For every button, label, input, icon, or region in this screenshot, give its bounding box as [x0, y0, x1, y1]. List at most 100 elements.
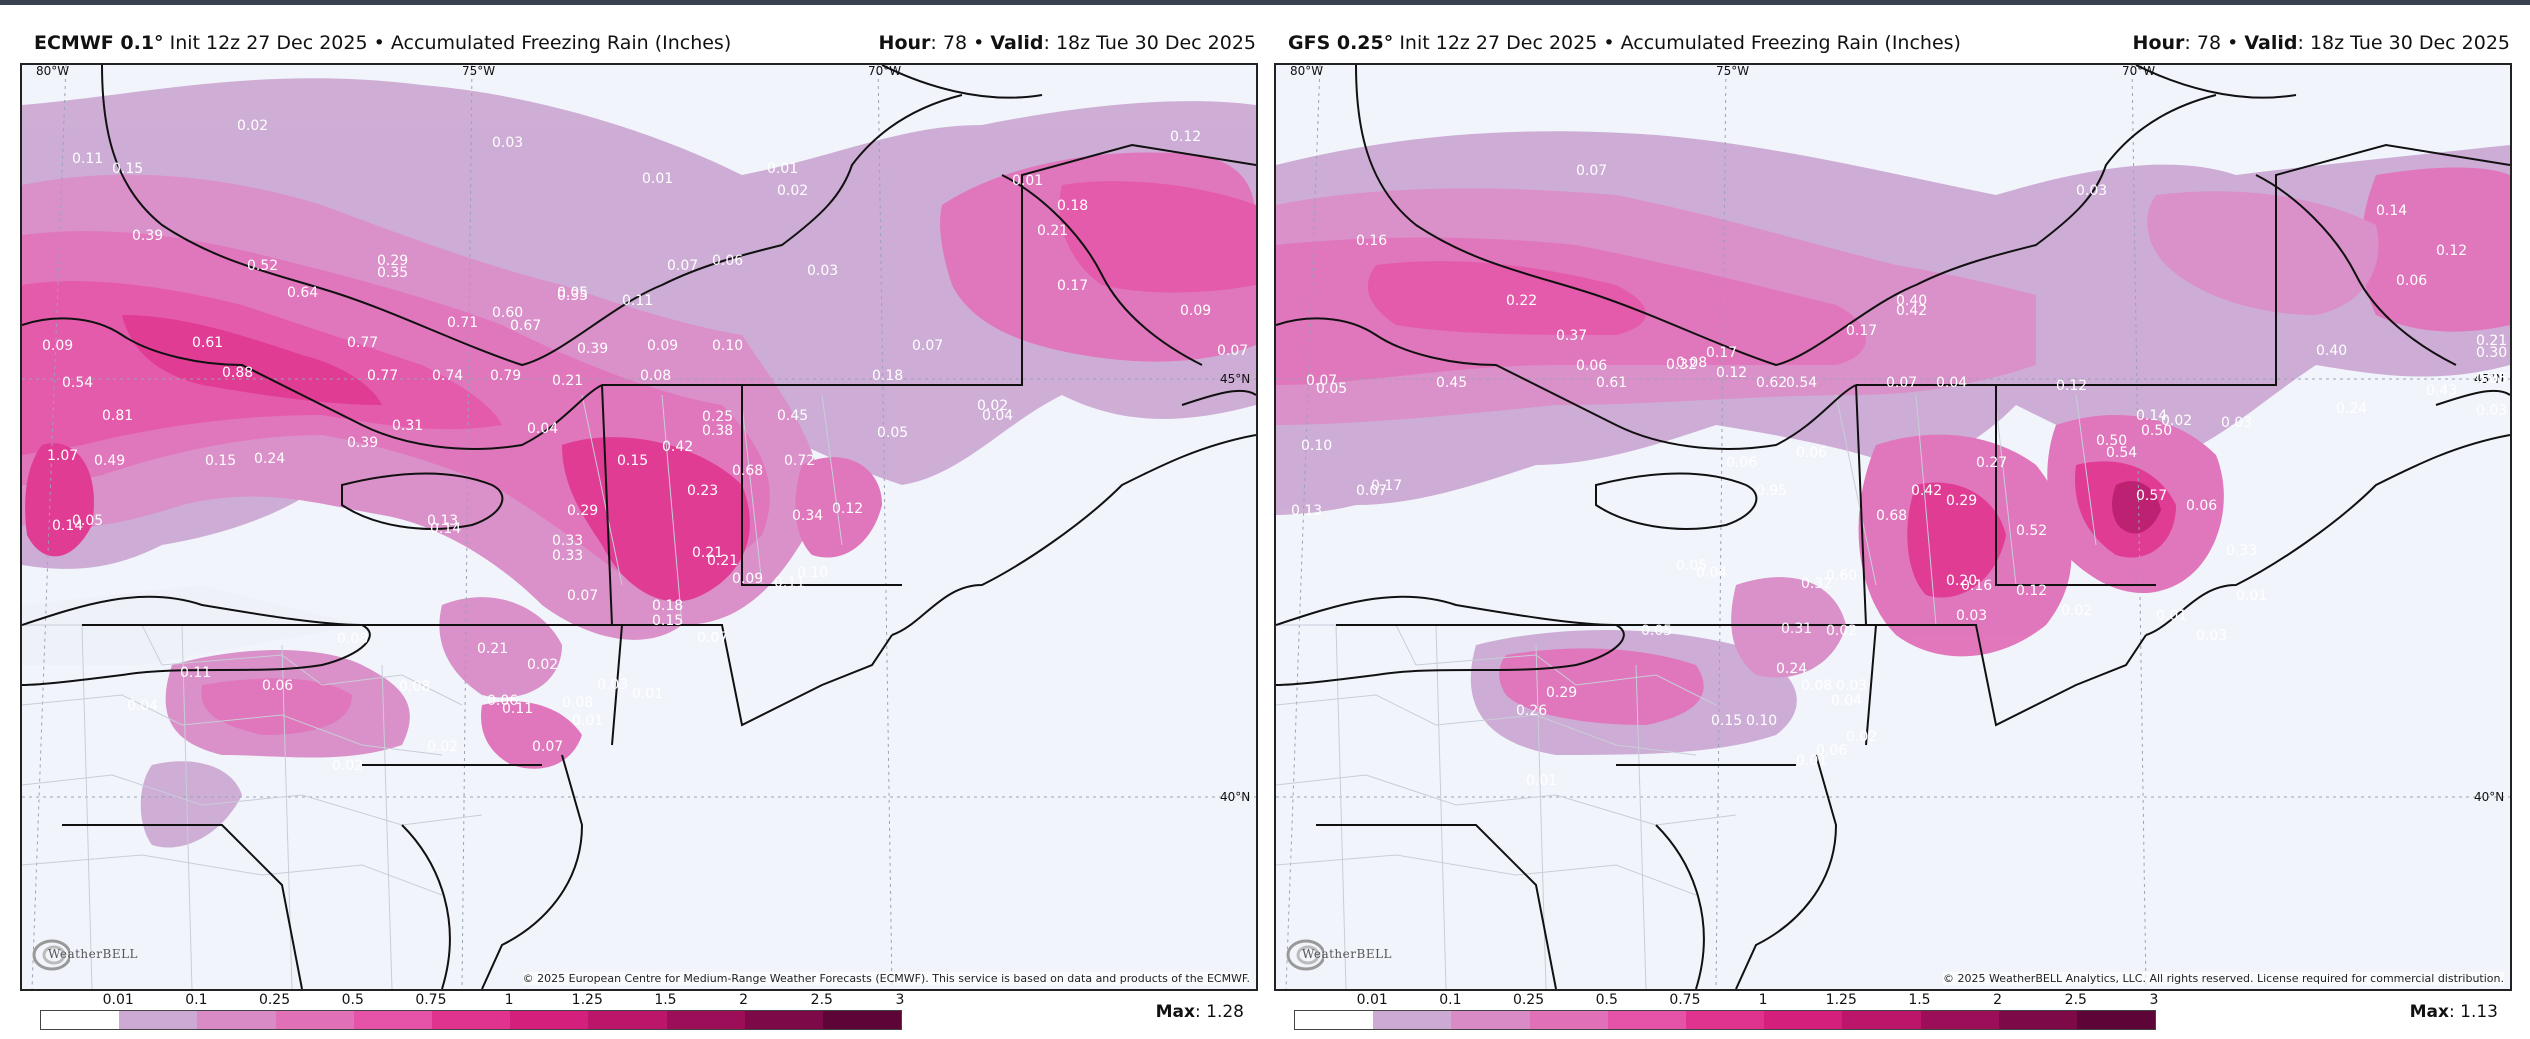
- point-value-label: 0.68: [732, 463, 763, 479]
- point-value-label: 0.10: [1746, 713, 1777, 729]
- point-value-label: 0.05: [1316, 381, 1347, 397]
- point-values: 0.030.070.140.160.120.22 0.400.420.37 0.21…: [1291, 163, 2507, 789]
- legend-tick-label: 0.75: [1669, 992, 1701, 1008]
- valid-time-info: Hour: 78 • Valid: 18z Tue 30 Dec 2025: [2132, 32, 2510, 54]
- point-value-label: 0.45: [1436, 375, 1467, 391]
- point-value-label: 0.08: [640, 368, 671, 384]
- logo-swirl-icon: [1286, 939, 1324, 971]
- point-value-label: 0.72: [784, 453, 815, 469]
- point-value-label: 0.05: [1676, 558, 1707, 574]
- point-value-label: 0.07: [912, 338, 943, 354]
- legend-swatch: [1451, 1011, 1530, 1029]
- point-value-label: 0.06: [2186, 498, 2217, 514]
- point-value-label: 0.06: [1796, 445, 1827, 461]
- logo-text: WeatherBELL: [48, 947, 139, 961]
- color-legend: 0.01 0.1 0.25 0.5 0.75 1 1.25 1.5 2 2.5 3 Max: 1.2…: [20, 988, 1256, 1038]
- point-value-label: 0.42: [1911, 483, 1942, 499]
- lat-lon-grid: [1276, 65, 2510, 989]
- point-value-label: 0.12: [832, 501, 863, 517]
- legend-tick-label: 0.1: [1439, 992, 1462, 1008]
- point-value-label: 0.29: [567, 503, 598, 519]
- point-value-label: 0.01: [642, 171, 673, 187]
- point-value-label: 0.38: [702, 423, 733, 439]
- logo-swirl-icon: [32, 939, 70, 971]
- precip-shading: [22, 78, 1256, 848]
- legend-swatch: [1529, 1011, 1608, 1029]
- point-value-label: 0.02: [2061, 603, 2092, 619]
- point-value-label: 0.16: [1356, 233, 1387, 249]
- legend-swatch: [1685, 1011, 1765, 1029]
- weatherbell-logo: WeatherBELL: [1284, 931, 1394, 975]
- point-value-label: 0.40: [2316, 343, 2347, 359]
- point-value-label: 0.29: [377, 253, 408, 269]
- point-value-label: 0.21: [477, 641, 508, 657]
- max-label: Max: [2409, 1002, 2449, 1022]
- point-value-label: 0.11: [622, 293, 653, 309]
- valid-time-info: Hour: 78 • Valid: 18z Tue 30 Dec 2025: [878, 32, 1256, 54]
- point-value-label: 0.39: [347, 435, 378, 451]
- point-value-label: 0.15: [1711, 713, 1742, 729]
- point-value-label: 0.36: [2476, 371, 2507, 387]
- point-value-label: 0.68: [1876, 508, 1907, 524]
- legend-swatch: [666, 1011, 745, 1029]
- lon-label-75w: 75°W: [1716, 65, 1749, 78]
- point-value-label: 0.06: [262, 678, 293, 694]
- freezing-rain-map[interactable]: 80°W 75°W 70°W 45°N 40°N 0.03 0.07 0.14 0.1…: [1274, 63, 2512, 991]
- point-value-label: 0.07: [1306, 373, 1337, 389]
- legend-swatch: [119, 1011, 198, 1029]
- point-value-label: 0.15: [652, 613, 683, 629]
- max-value: Max: 1.28: [1155, 1002, 1244, 1022]
- point-value-label: 0.60: [1826, 568, 1857, 584]
- product-name: Accumulated Freezing Rain (Inches): [390, 32, 732, 54]
- init-time: Init 12z 27 Dec 2025: [1399, 32, 1598, 54]
- legend-color-bar: [1294, 1010, 2156, 1030]
- point-value-label: 0.24: [1776, 661, 1807, 677]
- point-value-label: 0.17: [1371, 478, 1402, 494]
- legend-tick-label: 0.25: [258, 992, 291, 1008]
- legend-swatch: [1998, 1011, 2077, 1029]
- point-value-label: 0.15: [205, 453, 236, 469]
- point-value-label: 0.79: [490, 368, 521, 384]
- point-value-label: 0.31: [1781, 621, 1812, 637]
- point-value-label: 0.20: [1946, 573, 1977, 589]
- point-value-label: 0.04: [1936, 375, 1967, 391]
- point-value-label: 0.06: [1576, 358, 1607, 374]
- point-value-label: 0.03: [2476, 403, 2507, 419]
- point-value-label: 0.39: [132, 228, 163, 244]
- point-value-label: 0.02: [977, 398, 1008, 414]
- point-value-label: 0.29: [1546, 685, 1577, 701]
- point-value-label: 0.35: [377, 265, 408, 281]
- county-boundaries: [1276, 394, 2097, 989]
- legend-tick-label: 0.01: [102, 992, 134, 1008]
- point-value-label: 0.13: [1291, 503, 1322, 519]
- legend-tick-label: 1.25: [571, 992, 603, 1008]
- point-value-label: 0.07: [1356, 483, 1387, 499]
- point-value-label: 0.42: [1896, 303, 1927, 319]
- point-values: 0.02 0.03 0.11 0.15 0.01 0.01 0.02 0.12 0.01 0.18…: [42, 118, 1248, 774]
- legend-tick-label: 0.75: [415, 992, 447, 1008]
- freezing-rain-map[interactable]: 80°W 75°W 70°W 45°N 40°N 0.02 0.03 0.11 0.1…: [20, 63, 1258, 991]
- point-value-label: 0.10: [1301, 438, 1332, 454]
- hour-label: Hour: [878, 32, 931, 54]
- point-value-label: 0.15: [617, 453, 648, 469]
- point-value-label: 0.54: [62, 375, 93, 391]
- point-value-label: 0.16: [1961, 578, 1992, 594]
- legend-tick-label: 1.5: [1908, 992, 1931, 1008]
- point-value-label: 0.01: [1526, 773, 1557, 789]
- point-value-label: 0.26: [1516, 703, 1547, 719]
- boundaries: [1276, 65, 2510, 989]
- point-value-label: 0.11: [180, 665, 211, 681]
- point-value-label: 0.07: [1576, 163, 1607, 179]
- point-value-label: 0.81: [102, 408, 133, 424]
- point-value-label: 0.06: [2396, 273, 2427, 289]
- point-value-label: 0.15: [112, 161, 143, 177]
- point-value-label: 0.08: [562, 695, 593, 711]
- point-value-label: 0.39: [577, 341, 608, 357]
- legend-swatch: [1764, 1011, 1843, 1029]
- point-value-label: 0.14: [430, 521, 461, 537]
- point-value-label: 0.03: [1956, 608, 1987, 624]
- point-value-label: 0.12: [1170, 129, 1201, 145]
- point-value-label: 0.07: [697, 630, 728, 646]
- point-value-label: 0.02: [777, 183, 808, 199]
- point-value-label: 0.42: [662, 439, 693, 455]
